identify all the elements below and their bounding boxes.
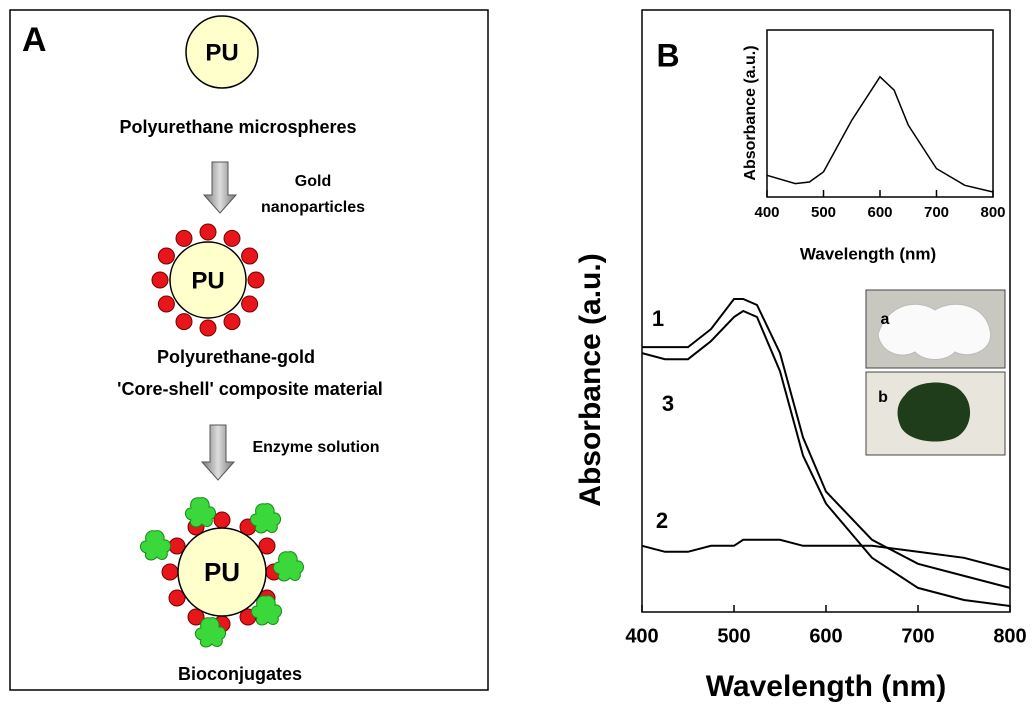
panel-label: A xyxy=(22,21,47,59)
x-tick-label: 800 xyxy=(993,625,1026,647)
photo-sample xyxy=(878,304,991,359)
photo-sample xyxy=(898,383,971,442)
y-axis-label: Absorbance (a.u.) xyxy=(742,45,759,180)
x-axis-label: Wavelength (nm) xyxy=(800,244,936,263)
photos: a b xyxy=(866,290,1005,455)
core-label: PU xyxy=(204,557,240,587)
x-tick-label: 400 xyxy=(625,625,658,647)
photo-label: b xyxy=(878,389,888,406)
series-label: 2 xyxy=(656,508,668,533)
panel-label: B xyxy=(656,37,679,73)
series-label: 3 xyxy=(662,391,674,416)
x-tick-label: 800 xyxy=(980,204,1005,221)
reagent: nanoparticles xyxy=(261,199,365,216)
core-label: PU xyxy=(191,267,224,294)
x-tick-label: 700 xyxy=(901,625,934,647)
page: {"panel_a": {"label": "A", "core": "PU",… xyxy=(0,0,1034,706)
photo-label: a xyxy=(881,311,890,328)
x-tick-label: 500 xyxy=(717,625,750,647)
reagent: Enzyme solution xyxy=(252,439,379,456)
caption: 'Core-shell' composite material xyxy=(117,379,383,399)
x-tick-label: 600 xyxy=(809,625,842,647)
x-tick-label: 400 xyxy=(754,204,779,221)
line-series xyxy=(767,77,993,192)
caption: Polyurethane-gold xyxy=(157,347,315,367)
reagent: Gold xyxy=(295,173,331,190)
panel-a: A PU Polyurethane microspheres Gold nano… xyxy=(10,10,488,690)
core-label: PU xyxy=(205,39,238,66)
x-tick-label: 700 xyxy=(924,204,949,221)
y-axis-label: Absorbance (a.u.) xyxy=(574,253,607,506)
series-label: 1 xyxy=(652,306,664,331)
figure: A PU Polyurethane microspheres Gold nano… xyxy=(0,0,1034,706)
line-series xyxy=(642,540,1010,570)
x-tick-label: 500 xyxy=(811,204,836,221)
caption: Bioconjugates xyxy=(178,664,302,684)
caption: Polyurethane microspheres xyxy=(119,117,356,137)
x-axis-label: Wavelength (nm) xyxy=(706,670,947,703)
x-tick-label: 600 xyxy=(867,204,892,221)
plot-frame xyxy=(767,30,993,197)
